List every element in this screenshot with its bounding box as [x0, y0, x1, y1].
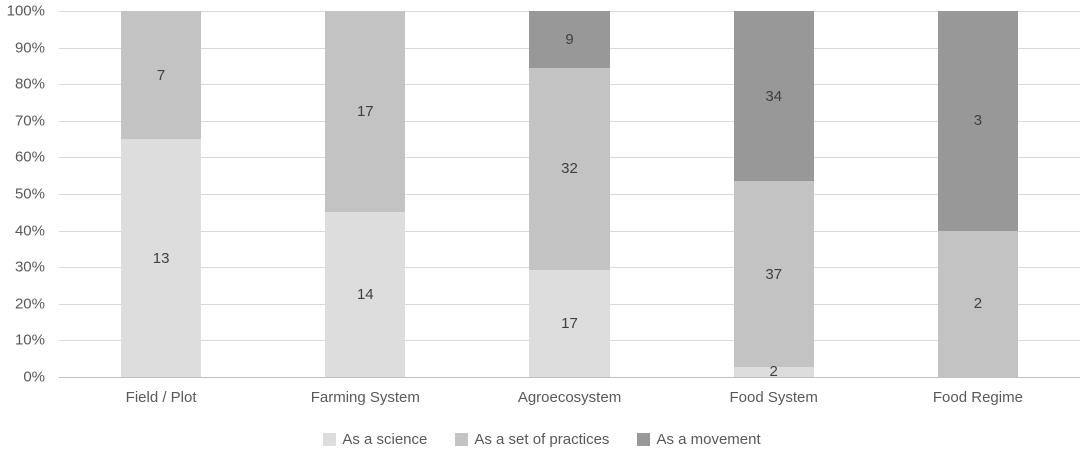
y-axis: 0% 10% 20% 30% 40% 50% 60% 70% 80% 90% 100% — [0, 3, 45, 386]
segment-value-label: 32 — [561, 160, 578, 178]
bar-food-system: 34 37 2 — [733, 11, 814, 381]
x-axis-label: Farming System — [310, 389, 420, 406]
segment-value-label: 14 — [356, 285, 374, 303]
y-tick-label: 90% — [14, 39, 45, 57]
x-axis-label: Food Regime — [932, 389, 1023, 406]
y-tick-label: 70% — [14, 112, 45, 130]
y-tick-label: 30% — [14, 258, 45, 276]
x-axis: Field / Plot Farming System Agroecosystem F… — [59, 389, 1080, 409]
bar-segment: 17 — [529, 269, 610, 377]
y-tick-label: 10% — [14, 331, 45, 349]
segment-value-label: 3 — [973, 112, 983, 130]
x-axis-label: Field / Plot — [125, 389, 197, 406]
bar-segment: 3 — [937, 11, 1018, 231]
x-axis-label: Food System — [729, 389, 818, 406]
bar-segment: 34 — [733, 11, 814, 182]
legend-item: As a set of practices — [455, 431, 609, 448]
gridline — [59, 377, 1080, 378]
segment-value-label: 13 — [152, 249, 170, 267]
x-axis-label: Agroecosystem — [517, 389, 622, 406]
segment-value-label: 37 — [765, 265, 783, 283]
legend-item: As a science — [323, 431, 427, 448]
legend-label: As a set of practices — [474, 430, 610, 448]
bar-field-plot: 7 13 — [121, 11, 202, 377]
bar-segment: 17 — [325, 11, 406, 212]
y-tick-label: 0% — [23, 368, 45, 386]
legend: As a science As a set of practices As a mo… — [0, 429, 1084, 449]
bar-cell-agroecosystem: 9 32 17 — [467, 11, 671, 377]
segment-value-label: 17 — [561, 314, 578, 332]
bar-segment: 13 — [121, 139, 202, 377]
plot-area: 7 13 17 14 9 32 17 34 37 2 3 2 — [59, 11, 1080, 381]
segment-value-label: 7 — [156, 66, 166, 84]
bar-segment: 7 — [121, 11, 202, 140]
bar-segment: 14 — [325, 211, 406, 377]
legend-item: As a movement — [637, 430, 761, 448]
legend-label: As a movement — [656, 430, 761, 448]
bar-cell-field-plot: 7 13 — [59, 11, 263, 377]
bar-cell-food-system: 34 37 2 — [672, 11, 876, 381]
y-tick-label: 20% — [14, 295, 45, 313]
legend-swatch — [637, 432, 651, 446]
bar-cell-farming-system: 17 14 — [263, 11, 467, 377]
bar-segment: 9 — [529, 11, 610, 68]
bar-segment: 37 — [733, 181, 814, 367]
segment-value-label: 17 — [356, 102, 374, 120]
y-tick-label: 100% — [6, 2, 45, 20]
y-tick-label: 60% — [14, 148, 45, 166]
segment-value-label: 2 — [769, 363, 778, 381]
segment-value-label: 34 — [765, 87, 783, 105]
segment-value-label: 2 — [973, 295, 983, 313]
bar-segment: 32 — [529, 67, 610, 270]
legend-swatch — [455, 432, 469, 446]
y-tick-label: 80% — [14, 75, 45, 93]
bar-segment: 2 — [937, 230, 1018, 377]
bar-agroecosystem: 9 32 17 — [529, 11, 610, 377]
bar-farming-system: 17 14 — [325, 11, 406, 377]
segment-value-label: 9 — [565, 30, 574, 48]
bar-segment: 2 — [733, 363, 814, 381]
bars-layer: 7 13 17 14 9 32 17 34 37 2 3 2 — [59, 11, 1080, 381]
y-tick-label: 50% — [14, 185, 45, 203]
legend-label: As a science — [342, 430, 428, 448]
y-tick-label: 40% — [14, 222, 45, 240]
legend-swatch — [323, 432, 337, 446]
